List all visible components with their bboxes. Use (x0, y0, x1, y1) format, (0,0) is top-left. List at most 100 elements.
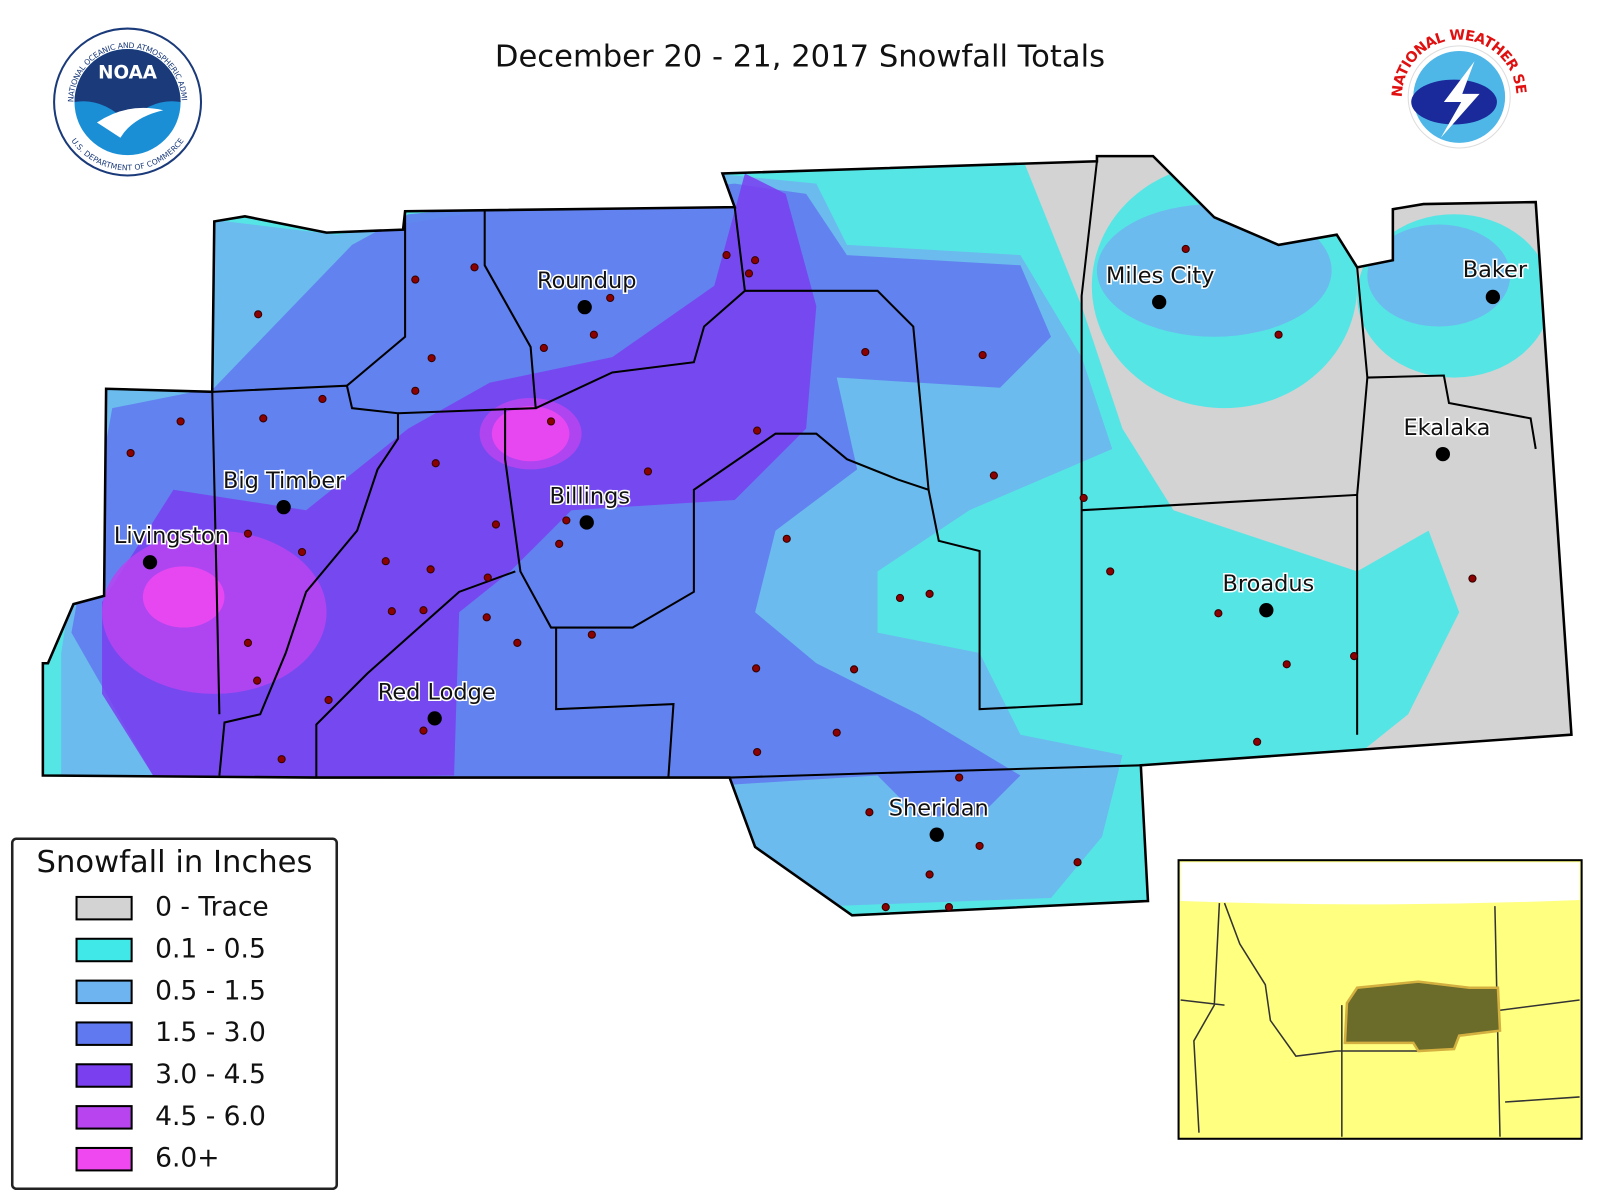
legend-label: 3.0 - 4.5 (155, 1059, 266, 1090)
observation-dot (606, 293, 615, 303)
observation-dot (297, 547, 307, 557)
snowfall-band (1367, 224, 1511, 327)
observation-dot (254, 310, 263, 319)
observation-dot (470, 263, 479, 272)
legend-label: 0 - Trace (155, 892, 269, 923)
observation-dot (546, 417, 556, 426)
observation-dot (955, 773, 964, 782)
observation-dot (895, 593, 905, 603)
observation-dot (483, 573, 492, 582)
observation-dot (562, 516, 571, 525)
observation-dot (513, 638, 522, 647)
observation-dot (925, 589, 934, 598)
observation-dot (587, 630, 596, 639)
observation-dot (419, 726, 428, 735)
observation-dot (1073, 858, 1082, 867)
observation-dot (1079, 493, 1088, 503)
snowfall-band (491, 406, 570, 462)
observation-dot (744, 269, 754, 278)
city-label: Roundup (537, 268, 636, 294)
city-dot (276, 500, 291, 515)
observation-dot (989, 471, 998, 480)
city-dot (1152, 294, 1167, 310)
observation-dot (426, 565, 435, 574)
observation-dot (925, 870, 934, 879)
map-title: December 20 - 21, 2017 Snowfall Totals (495, 40, 1105, 75)
city-label: Baker (1463, 257, 1528, 283)
observation-dot (1468, 574, 1477, 583)
observation-dot (861, 347, 870, 357)
observation-dot (832, 728, 841, 737)
noaa-acronym: NOAA (98, 62, 158, 83)
observation-dot (387, 607, 396, 616)
city-label: Red Lodge (378, 679, 496, 705)
city-label: Livingston (114, 523, 229, 549)
legend-swatch (75, 1146, 133, 1172)
observation-dot (975, 841, 984, 850)
observation-dot (419, 606, 428, 615)
observation-dot (865, 808, 874, 817)
observation-dot (1282, 660, 1291, 669)
observation-dot (277, 755, 286, 764)
county-lines (211, 161, 1537, 779)
observation-dots (126, 244, 1477, 912)
observation-dot (243, 638, 253, 647)
legend-swatch (75, 1105, 133, 1130)
observation-dot (243, 529, 253, 538)
observation-dot (782, 534, 791, 543)
observation-dot (753, 426, 762, 435)
observation-dot (253, 676, 262, 685)
city-label: Broadus (1222, 571, 1314, 597)
city-dot (929, 827, 944, 842)
city-label: Sheridan (889, 796, 989, 822)
observation-dot (482, 613, 491, 622)
observation-dot (751, 256, 760, 265)
observation-dot (411, 275, 420, 284)
city-dot (577, 300, 592, 315)
legend-label: 1.5 - 3.0 (155, 1017, 266, 1048)
observation-dot (491, 520, 500, 529)
observation-dot (1350, 652, 1359, 661)
observation-dot (1214, 609, 1223, 618)
observation-dot (427, 354, 436, 363)
legend-swatch (75, 1063, 133, 1088)
legend-swatch (75, 1021, 133, 1046)
observation-dot (753, 747, 762, 757)
observation-dot (431, 459, 440, 468)
legend-items: 0 - Trace 0.1 - 0.5 0.5 - 1.5 1.5 - 3.0 3.0 … (75, 892, 269, 1174)
legend-title: Snowfall in Inches (37, 845, 313, 880)
city-dot (1259, 603, 1274, 618)
legend-box (10, 837, 339, 1191)
observation-dot (881, 903, 890, 912)
city-label: Big Timber (223, 468, 345, 494)
observation-dot (318, 394, 327, 404)
snowfall-band (142, 566, 225, 628)
observation-dot (411, 386, 420, 395)
inset-map (1177, 859, 1583, 1140)
observation-dot (1253, 737, 1262, 746)
observation-dot (324, 695, 333, 705)
observation-dot (722, 251, 731, 260)
city-dot (1435, 446, 1450, 462)
legend: Snowfall in Inches 0 - Trace 0.1 - 0.5 0.5… (10, 837, 339, 1191)
city-dot (427, 711, 442, 726)
city-label: Billings (550, 483, 630, 509)
observation-dot (1181, 244, 1190, 254)
cities: Roundup Miles City Baker Ekalaka Big Timber B… (112, 255, 1529, 842)
observation-dot (978, 351, 987, 360)
legend-swatch (75, 979, 133, 1005)
city-dot (1485, 289, 1500, 305)
legend-swatch (75, 937, 133, 963)
observation-dot (259, 414, 268, 423)
observation-dot (643, 467, 653, 476)
legend-label: 4.5 - 6.0 (155, 1101, 266, 1132)
observation-dot (381, 557, 390, 566)
observation-dot (850, 665, 859, 674)
observation-dot (539, 343, 548, 353)
observation-dot (589, 330, 598, 339)
noaa-logo: NOAA NATIONAL OCEANIC AND ATMOSPHERIC AD… (0, 0, 203, 177)
observation-dot (176, 417, 185, 426)
legend-swatch (75, 895, 133, 921)
